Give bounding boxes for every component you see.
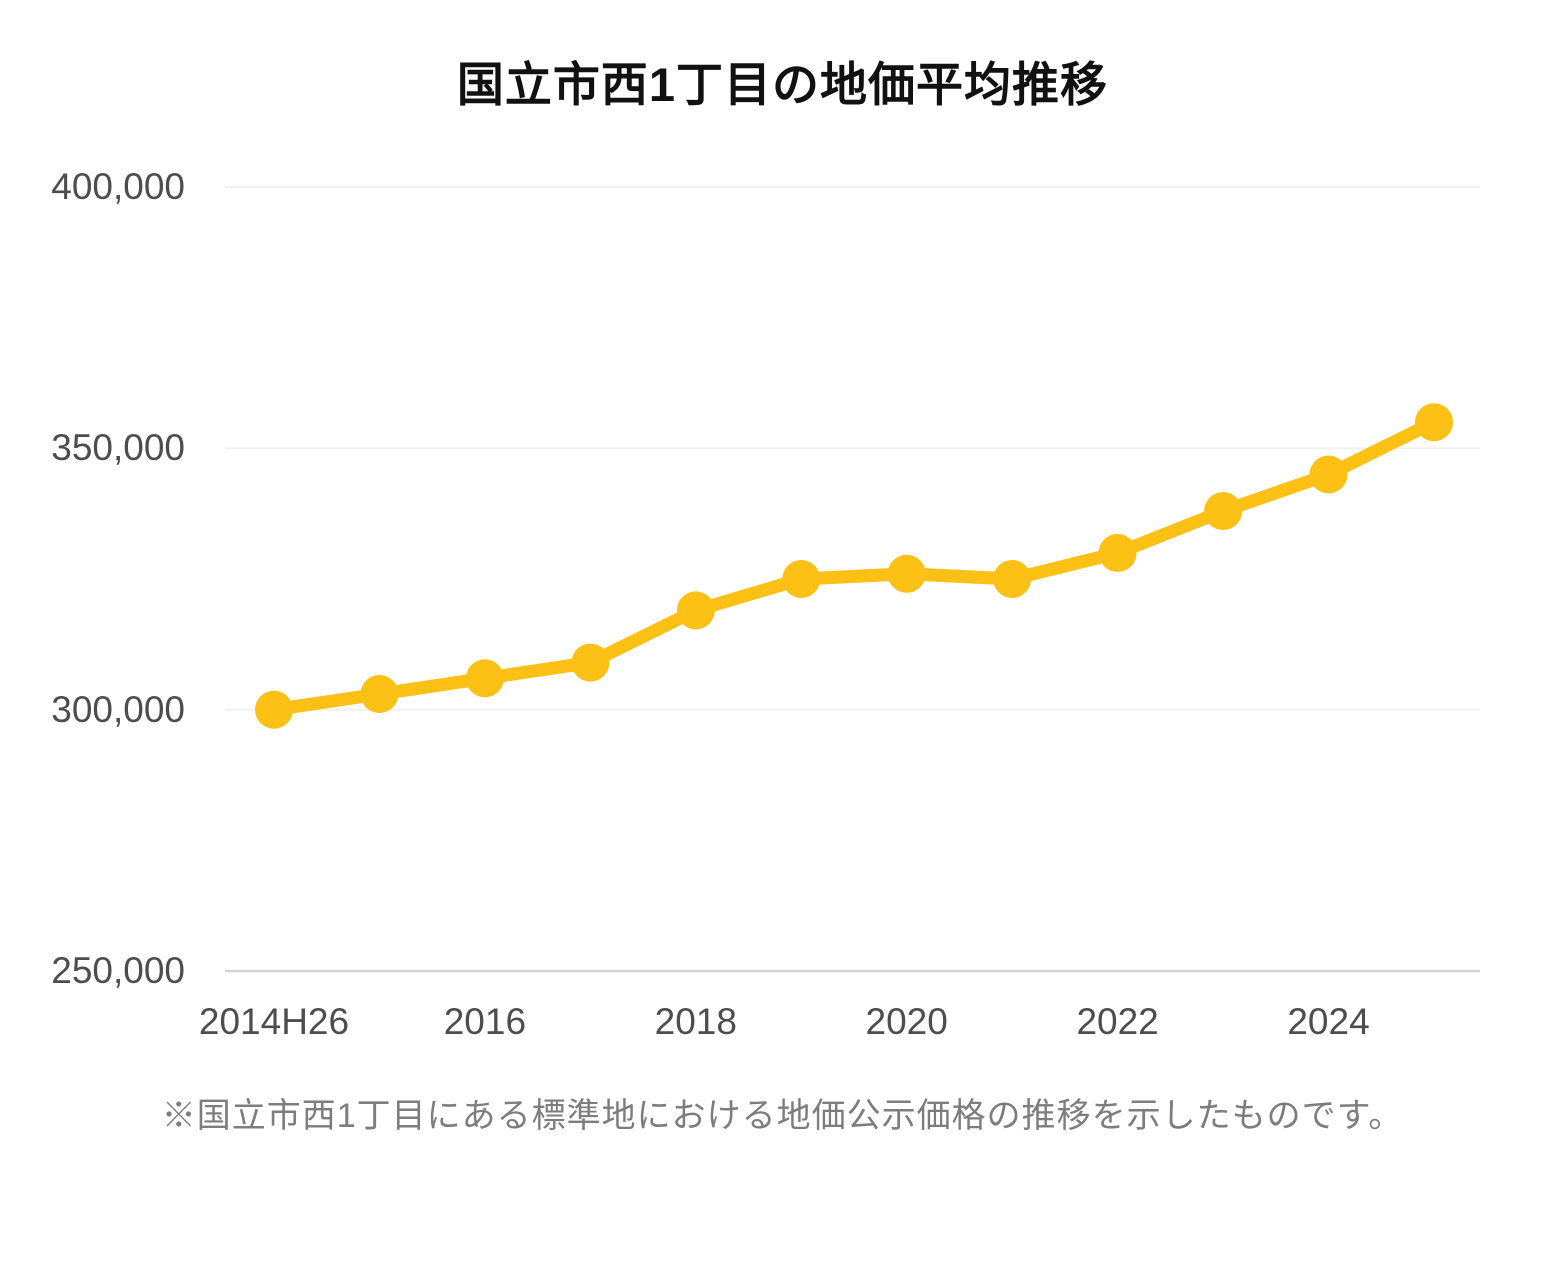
data-point-2025 (1415, 403, 1453, 442)
chart-footnote: ※国立市西1丁目にある標準地における地価公示価格の推移を示したものです。 (161, 1097, 1404, 1135)
x-tick-label: 2022 (1076, 1001, 1159, 1042)
data-point-2024 (1309, 455, 1348, 494)
chart-title: 国立市西1丁目の地価平均推移 (456, 58, 1109, 111)
data-point-2015 (360, 675, 399, 713)
x-tick-label: 2018 (654, 1001, 737, 1042)
x-tick-label: 2014H26 (198, 1001, 350, 1042)
data-point-2020 (887, 554, 926, 593)
data-point-2017 (571, 643, 610, 682)
y-tick-label: 350,000 (51, 427, 185, 469)
data-point-2016 (465, 659, 504, 698)
x-tick-label: 2024 (1287, 1001, 1370, 1042)
data-point-2021 (993, 560, 1032, 598)
x-tick-label: 2020 (865, 1001, 948, 1042)
y-tick-label: 250,000 (51, 950, 185, 991)
y-tick-label: 300,000 (51, 688, 185, 730)
data-point-2022 (1098, 533, 1137, 572)
data-point-2014 (255, 690, 293, 729)
x-tick-label: 2016 (443, 1001, 527, 1042)
price-line (267, 415, 1441, 717)
data-point-2018 (676, 591, 715, 630)
data-point-2023 (1204, 492, 1243, 531)
data-point-2019 (782, 560, 821, 598)
y-tick-label: 400,000 (51, 166, 185, 207)
